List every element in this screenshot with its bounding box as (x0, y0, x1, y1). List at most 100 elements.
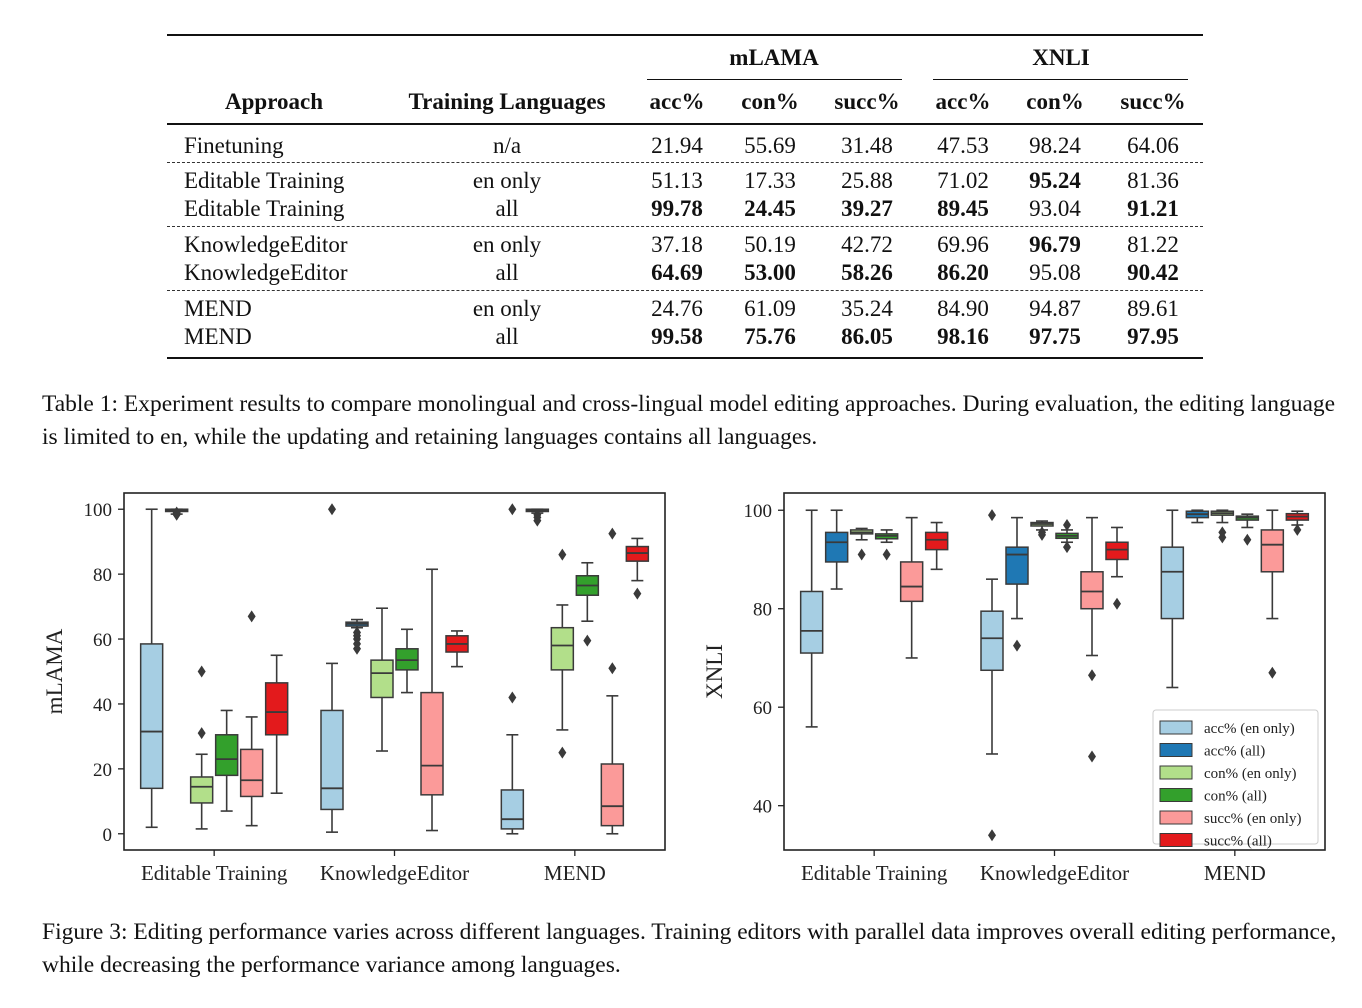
box-acc-en (799, 509, 824, 728)
table-cell-value: 17.33 (744, 168, 796, 193)
box-acc-all (824, 509, 849, 590)
outlier-point (328, 503, 336, 516)
table-cell-value: 90.42 (1127, 260, 1179, 285)
outlier-point (633, 587, 642, 600)
table-top-rule (167, 34, 1203, 36)
y-tick-label: 60 (93, 630, 112, 651)
table-cell-value: 37.18 (651, 232, 703, 257)
outlier-point (1013, 639, 1021, 652)
legend-label: succ% (all) (1204, 834, 1272, 850)
table-cell-value: 51.13 (651, 168, 703, 193)
chart-xnli: 40 60 80 100 XNLI Editable Training KnowledgeE… (700, 480, 1362, 900)
legend-label: con% (en only) (1204, 766, 1296, 782)
outlier-point (197, 727, 206, 740)
table-caption: Table 1: Experiment results to compare m… (42, 391, 1336, 450)
table-cell-value: 55.69 (744, 133, 796, 158)
outlier-point (1293, 523, 1302, 536)
box-iqr (239, 748, 264, 798)
table-cell-approach: MEND (184, 324, 252, 349)
table-cell-value: 97.95 (1127, 324, 1179, 349)
table-cell-approach: MEND (184, 296, 252, 321)
box-iqr (550, 626, 575, 671)
y-tick-label: 100 (84, 500, 113, 521)
table-group-divider (167, 226, 1203, 227)
box-succ-en (1080, 516, 1104, 763)
col-header-training-languages: Training Languages (408, 89, 606, 114)
box-con-all (874, 529, 899, 561)
group-header-mlama: mLAMA (729, 45, 819, 70)
table-cell-value: 53.00 (744, 260, 796, 285)
col-header-approach: Approach (225, 89, 323, 114)
box-acc-en (320, 503, 344, 833)
outlier-point (353, 626, 361, 639)
box-iqr (824, 531, 849, 563)
table-cell-value: 91.21 (1127, 196, 1179, 221)
col-header-mlama-con: con% (741, 89, 799, 114)
outlier-point (1113, 597, 1121, 610)
legend-label: con% (all) (1204, 789, 1267, 805)
col-header-mlama-acc: acc% (649, 89, 705, 114)
box-iqr (370, 659, 394, 699)
table-cell-value: 93.04 (1029, 196, 1081, 221)
box-iqr (980, 610, 1004, 672)
x-tick-label: Editable Training (801, 861, 948, 885)
box-iqr (139, 643, 164, 790)
table-cell-value: 95.08 (1029, 260, 1081, 285)
x-tick-label: KnowledgeEditor (980, 861, 1129, 885)
outlier-point (583, 634, 592, 647)
box-iqr (420, 691, 444, 796)
box-iqr (799, 590, 824, 654)
table-cell-value: 86.05 (841, 324, 893, 349)
table-cell-value: 42.72 (841, 232, 893, 257)
box-acc-en (1160, 509, 1185, 689)
outlier-point (197, 665, 206, 678)
box-acc-all (525, 508, 550, 527)
x-tick-label: Editable Training (141, 861, 288, 885)
outlier-point (1243, 533, 1252, 546)
table-cell-training-languages: en only (472, 296, 542, 321)
legend-swatch (1159, 810, 1193, 825)
box-iqr (214, 734, 239, 777)
table-cell-training-languages: en only (472, 168, 542, 193)
legend-swatch (1159, 720, 1193, 735)
table-cell-value: 98.16 (937, 324, 989, 349)
legend-label: acc% (all) (1204, 744, 1265, 760)
x-tick-label: KnowledgeEditor (320, 861, 469, 885)
box-iqr (1260, 529, 1285, 573)
table-cell-value: 96.79 (1029, 232, 1081, 257)
table-cell-training-languages: en only (472, 232, 542, 257)
col-header-xnli-con: con% (1026, 89, 1084, 114)
box-iqr (264, 682, 289, 736)
table-cell-value: 39.27 (841, 196, 893, 221)
table-cell-approach: Finetuning (184, 133, 284, 158)
box-iqr (600, 763, 625, 827)
box-succ-en (899, 516, 924, 659)
table-cell-value: 86.20 (937, 260, 989, 285)
table-cell-value: 69.96 (937, 232, 989, 257)
box-con-en (849, 527, 874, 561)
y-tick-label: 20 (93, 760, 112, 781)
chart-mlama-svg: 0 20 40 60 80 100 mLAMA Editable Training Knowle… (42, 492, 666, 885)
box-con-en (550, 548, 575, 759)
table-cell-training-languages: all (495, 260, 519, 285)
table-header-rule (167, 123, 1203, 125)
outlier-point (508, 503, 517, 516)
table-bottom-rule (167, 357, 1203, 359)
legend-swatch (1159, 833, 1193, 847)
table-cell-value: 84.90 (937, 296, 989, 321)
table-cell-value: 98.24 (1029, 133, 1081, 158)
col-header-xnli-acc: acc% (935, 89, 991, 114)
y-tick-label: 100 (744, 501, 773, 522)
y-tick-label: 80 (753, 600, 772, 621)
table-cell-value: 99.78 (651, 196, 703, 221)
outlier-point (558, 548, 567, 561)
legend: acc% (en only) acc% (all) con% (en only) co… (1152, 709, 1319, 850)
table-cell-training-languages: n/a (492, 133, 522, 158)
table-cell-value: 58.26 (841, 260, 893, 285)
box-succ-all (264, 654, 289, 795)
table-cell-approach: KnowledgeEditor (184, 232, 348, 257)
table-cell-training-languages: all (495, 196, 519, 221)
table-cell-value: 50.19 (744, 232, 796, 257)
table-cell-value: 89.61 (1127, 296, 1179, 321)
col-header-xnli-succ: succ% (1120, 89, 1186, 114)
